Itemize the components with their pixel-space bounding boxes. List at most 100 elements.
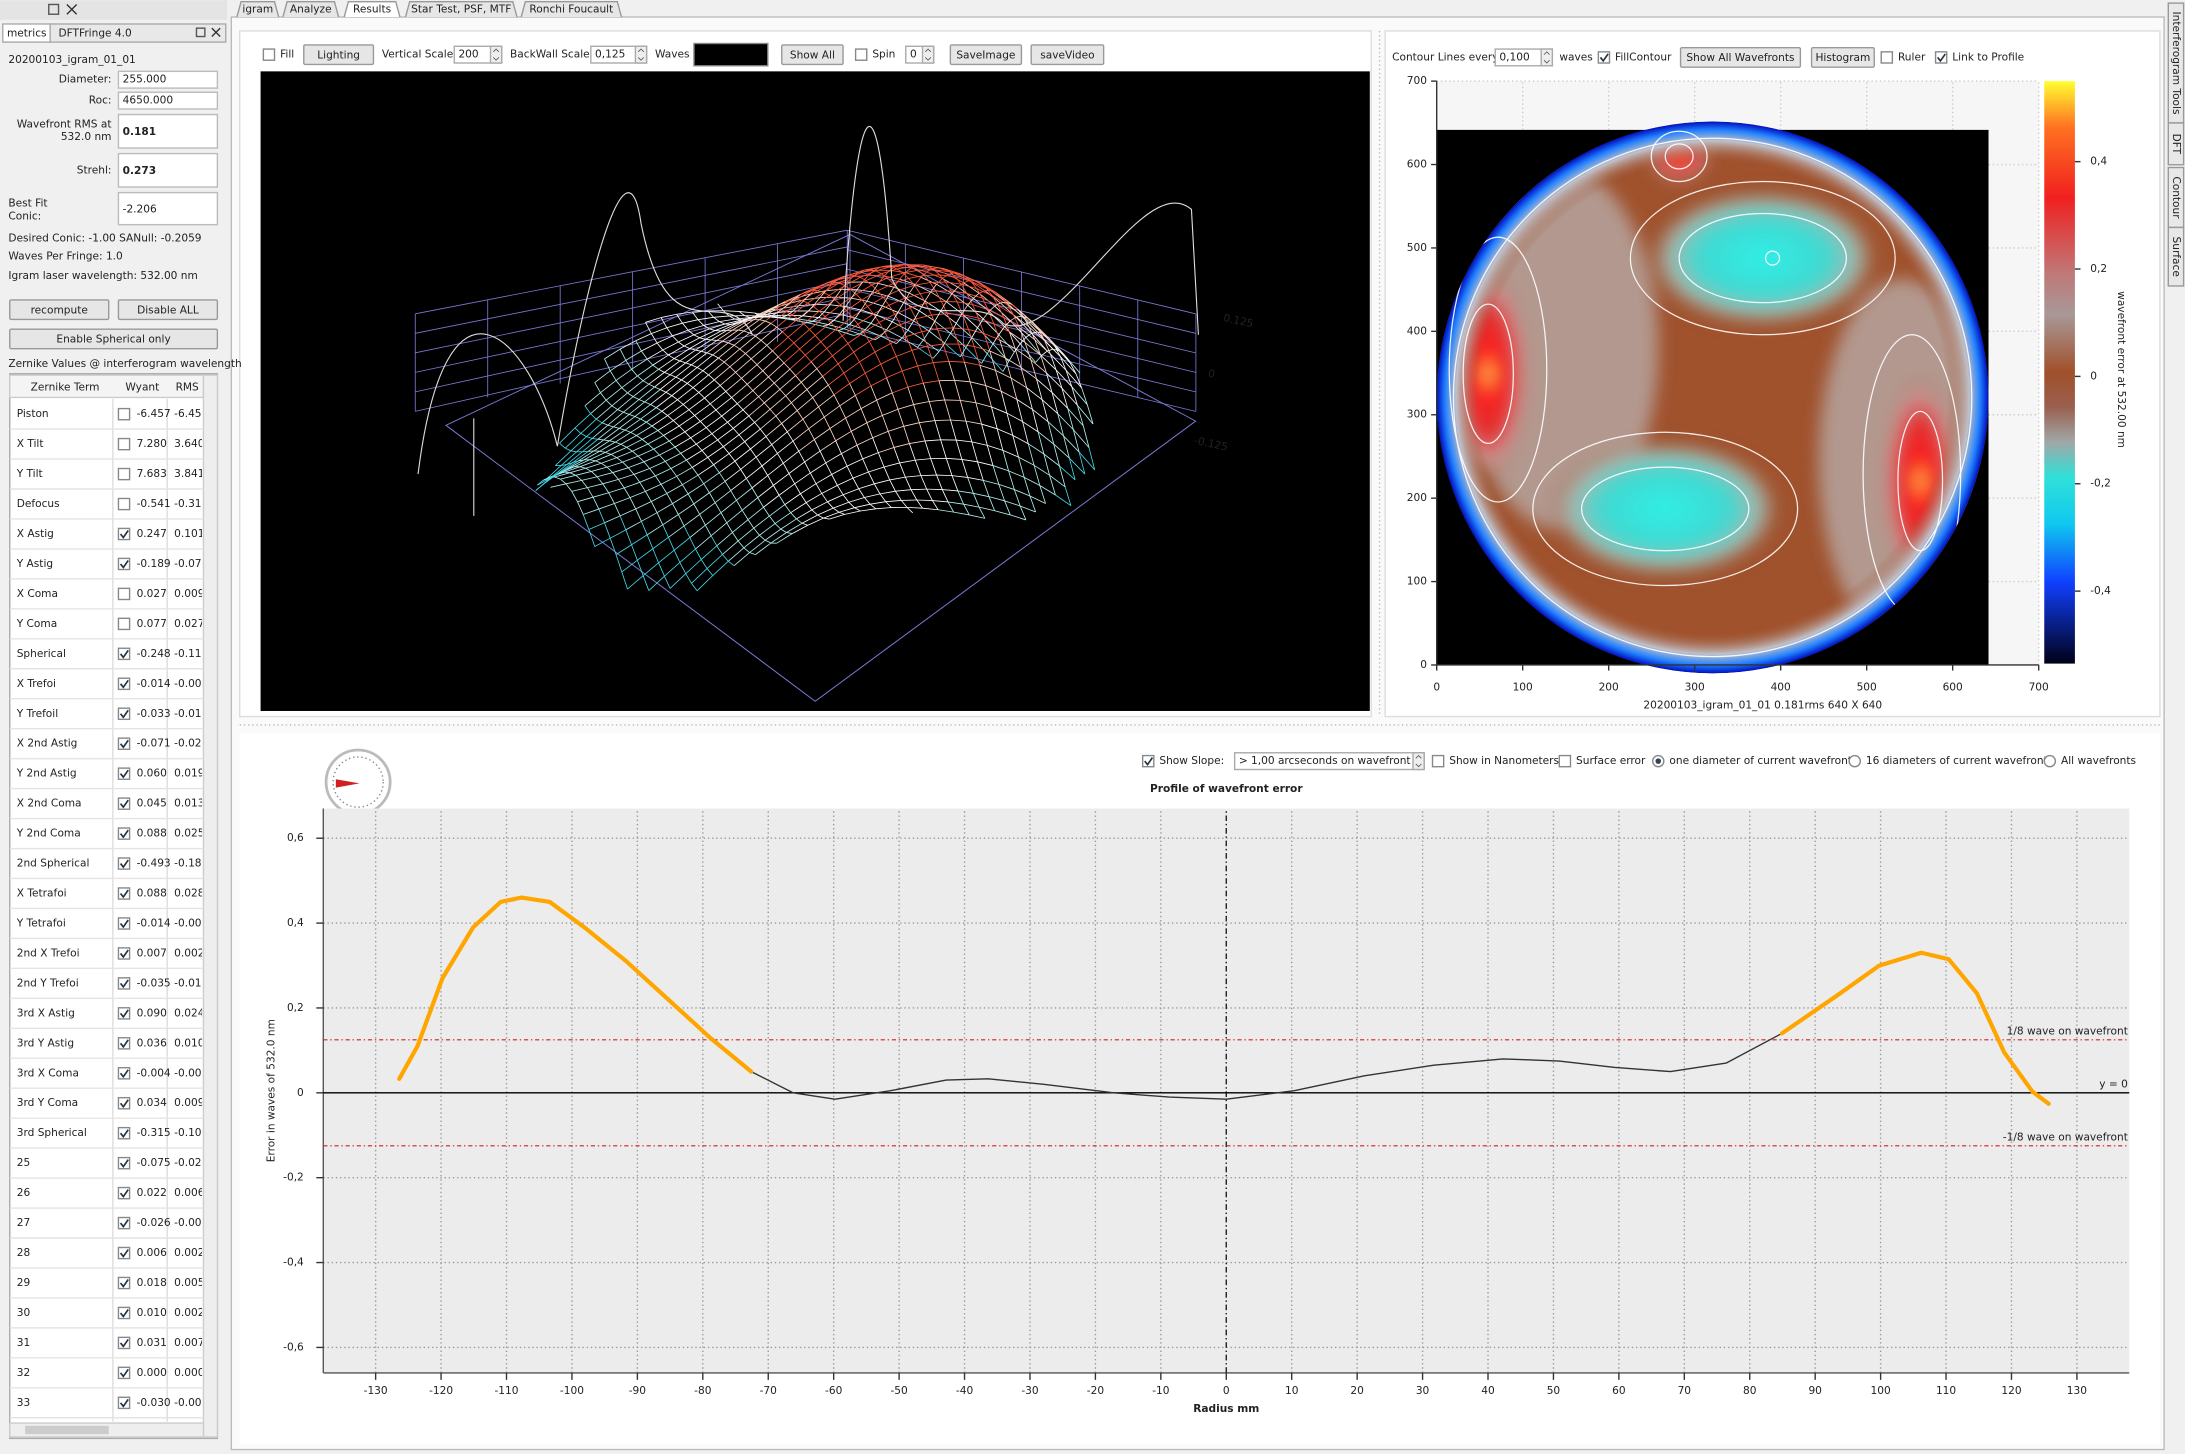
scrollbar[interactable] <box>202 374 219 1438</box>
mesh-line <box>642 575 650 591</box>
checkbox[interactable] <box>117 1156 131 1170</box>
checkbox[interactable] <box>117 1366 131 1380</box>
checkbox[interactable] <box>117 437 131 451</box>
mesh-line <box>720 323 737 332</box>
wyant-value: -0.026 <box>137 1217 171 1229</box>
mesh-line <box>926 268 933 273</box>
main-tab[interactable] <box>236 0 280 18</box>
mesh-line <box>808 304 815 312</box>
checkbox[interactable] <box>262 48 276 61</box>
checkbox[interactable] <box>1431 754 1445 768</box>
checkbox[interactable] <box>117 767 131 780</box>
mesh-line <box>1073 429 1080 453</box>
main-tab[interactable] <box>343 0 401 18</box>
rms-value: 0.013 <box>174 798 204 810</box>
checkbox[interactable] <box>117 857 131 870</box>
spin-arrows[interactable] <box>1412 752 1425 771</box>
radio[interactable] <box>1848 754 1862 768</box>
close-icon[interactable] <box>66 3 78 15</box>
spin-arrows[interactable] <box>1540 48 1554 67</box>
checkbox[interactable] <box>117 737 131 750</box>
mesh-line <box>687 483 704 495</box>
y-tick-label: -0,4 <box>283 1257 304 1269</box>
spin-arrows[interactable] <box>489 45 503 64</box>
spin-arrows[interactable] <box>921 45 935 64</box>
checkbox[interactable] <box>117 1067 131 1080</box>
checkbox[interactable] <box>117 1037 131 1050</box>
checkbox[interactable] <box>854 48 868 61</box>
mesh-line <box>865 329 881 337</box>
checkbox[interactable] <box>117 797 131 810</box>
checkbox[interactable] <box>117 527 131 541</box>
main-tab[interactable] <box>282 0 340 18</box>
tab[interactable] <box>49 23 227 43</box>
checkbox[interactable] <box>117 677 131 691</box>
checkbox[interactable] <box>117 977 131 990</box>
mesh-line <box>802 310 809 317</box>
checkbox[interactable] <box>117 1336 131 1350</box>
mesh-line <box>795 361 812 376</box>
mesh-line <box>709 403 717 411</box>
button[interactable] <box>1030 44 1105 66</box>
float-icon[interactable] <box>195 27 206 38</box>
main-tab[interactable] <box>404 0 518 18</box>
mesh-line <box>960 283 977 290</box>
close-icon[interactable] <box>211 27 221 38</box>
button[interactable] <box>949 44 1023 66</box>
button[interactable] <box>1679 46 1802 68</box>
checkbox[interactable] <box>117 947 131 960</box>
mesh-line <box>651 493 667 502</box>
checkbox[interactable] <box>117 647 131 661</box>
checkbox[interactable] <box>117 917 131 930</box>
checkbox[interactable] <box>1597 51 1611 64</box>
main-tab[interactable] <box>520 0 623 18</box>
button[interactable] <box>9 328 219 350</box>
checkbox[interactable] <box>117 1276 131 1290</box>
mesh-line <box>879 493 887 502</box>
checkbox[interactable] <box>117 1396 131 1410</box>
checkbox[interactable] <box>117 1096 131 1110</box>
checkbox[interactable] <box>1880 51 1894 64</box>
checkbox[interactable] <box>117 1126 131 1140</box>
mesh-line <box>862 452 879 460</box>
mesh-line <box>843 361 860 374</box>
checkbox[interactable] <box>117 587 131 601</box>
checkbox[interactable] <box>117 1306 131 1320</box>
checkbox[interactable] <box>117 1246 131 1260</box>
checkbox[interactable] <box>1558 754 1572 768</box>
checkbox[interactable] <box>117 617 131 631</box>
float-icon[interactable] <box>48 3 60 15</box>
button[interactable] <box>781 44 844 66</box>
mesh-line <box>767 462 784 476</box>
color-swatch[interactable] <box>693 42 769 67</box>
side-tab[interactable] <box>2167 226 2185 287</box>
checkbox[interactable] <box>1141 754 1155 768</box>
checkbox[interactable] <box>117 707 131 721</box>
compass-icon[interactable] <box>324 748 392 816</box>
side-tab[interactable] <box>2167 122 2185 166</box>
checkbox[interactable] <box>117 497 131 511</box>
mesh-line <box>655 407 663 412</box>
tab-label: DFT <box>2170 134 2182 155</box>
checkbox[interactable] <box>117 827 131 840</box>
checkbox[interactable] <box>117 887 131 900</box>
mesh-line <box>668 525 685 538</box>
mesh-line <box>757 497 764 508</box>
checkbox[interactable] <box>117 407 131 421</box>
checkbox[interactable] <box>1934 51 1948 64</box>
button[interactable] <box>1810 46 1875 68</box>
checkbox[interactable] <box>117 1186 131 1200</box>
button[interactable] <box>303 44 375 66</box>
checkbox[interactable] <box>117 467 131 481</box>
checkbox[interactable] <box>117 1216 131 1230</box>
button[interactable] <box>9 299 110 321</box>
spin-arrows[interactable] <box>634 45 648 64</box>
mesh-line <box>965 420 982 425</box>
checkbox[interactable] <box>117 1007 131 1020</box>
mesh-line <box>802 418 810 430</box>
checkbox[interactable] <box>117 557 131 571</box>
radio[interactable] <box>2043 754 2057 768</box>
surface-3d-view[interactable] <box>260 71 1370 711</box>
button[interactable] <box>117 299 219 321</box>
scroll-thumb[interactable] <box>25 1425 109 1435</box>
